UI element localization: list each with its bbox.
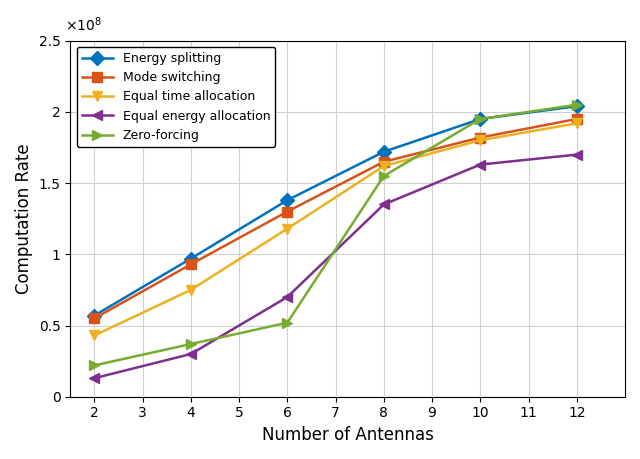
Mode switching <box>380 159 388 164</box>
Line: Zero-forcing: Zero-forcing <box>90 100 582 370</box>
Equal energy allocation <box>187 351 195 357</box>
Equal time allocation <box>90 333 98 338</box>
Zero-forcing <box>187 341 195 347</box>
Text: $\times10^8$: $\times10^8$ <box>65 15 102 34</box>
Equal time allocation <box>380 163 388 169</box>
Zero-forcing <box>476 116 484 122</box>
Energy splitting <box>573 103 580 109</box>
Equal energy allocation <box>284 294 291 300</box>
Energy splitting <box>380 149 388 155</box>
Equal time allocation <box>573 121 580 126</box>
Zero-forcing <box>90 363 98 368</box>
Mode switching <box>573 116 580 122</box>
Energy splitting <box>90 313 98 318</box>
Y-axis label: Computation Rate: Computation Rate <box>15 143 33 294</box>
Equal energy allocation <box>90 375 98 381</box>
Equal energy allocation <box>476 162 484 168</box>
Mode switching <box>284 209 291 214</box>
X-axis label: Number of Antennas: Number of Antennas <box>262 426 433 444</box>
Equal energy allocation <box>380 202 388 207</box>
Line: Energy splitting: Energy splitting <box>90 101 582 320</box>
Mode switching <box>476 135 484 140</box>
Mode switching <box>187 262 195 267</box>
Equal time allocation <box>187 287 195 293</box>
Legend: Energy splitting, Mode switching, Equal time allocation, Equal energy allocation: Energy splitting, Mode switching, Equal … <box>77 47 275 147</box>
Equal time allocation <box>284 226 291 231</box>
Zero-forcing <box>284 320 291 325</box>
Energy splitting <box>187 256 195 261</box>
Line: Mode switching: Mode switching <box>90 114 582 323</box>
Line: Equal time allocation: Equal time allocation <box>90 118 582 340</box>
Equal time allocation <box>476 138 484 143</box>
Energy splitting <box>476 116 484 122</box>
Zero-forcing <box>573 102 580 107</box>
Energy splitting <box>284 197 291 203</box>
Zero-forcing <box>380 173 388 179</box>
Mode switching <box>90 316 98 321</box>
Line: Equal energy allocation: Equal energy allocation <box>90 150 582 383</box>
Equal energy allocation <box>573 152 580 157</box>
